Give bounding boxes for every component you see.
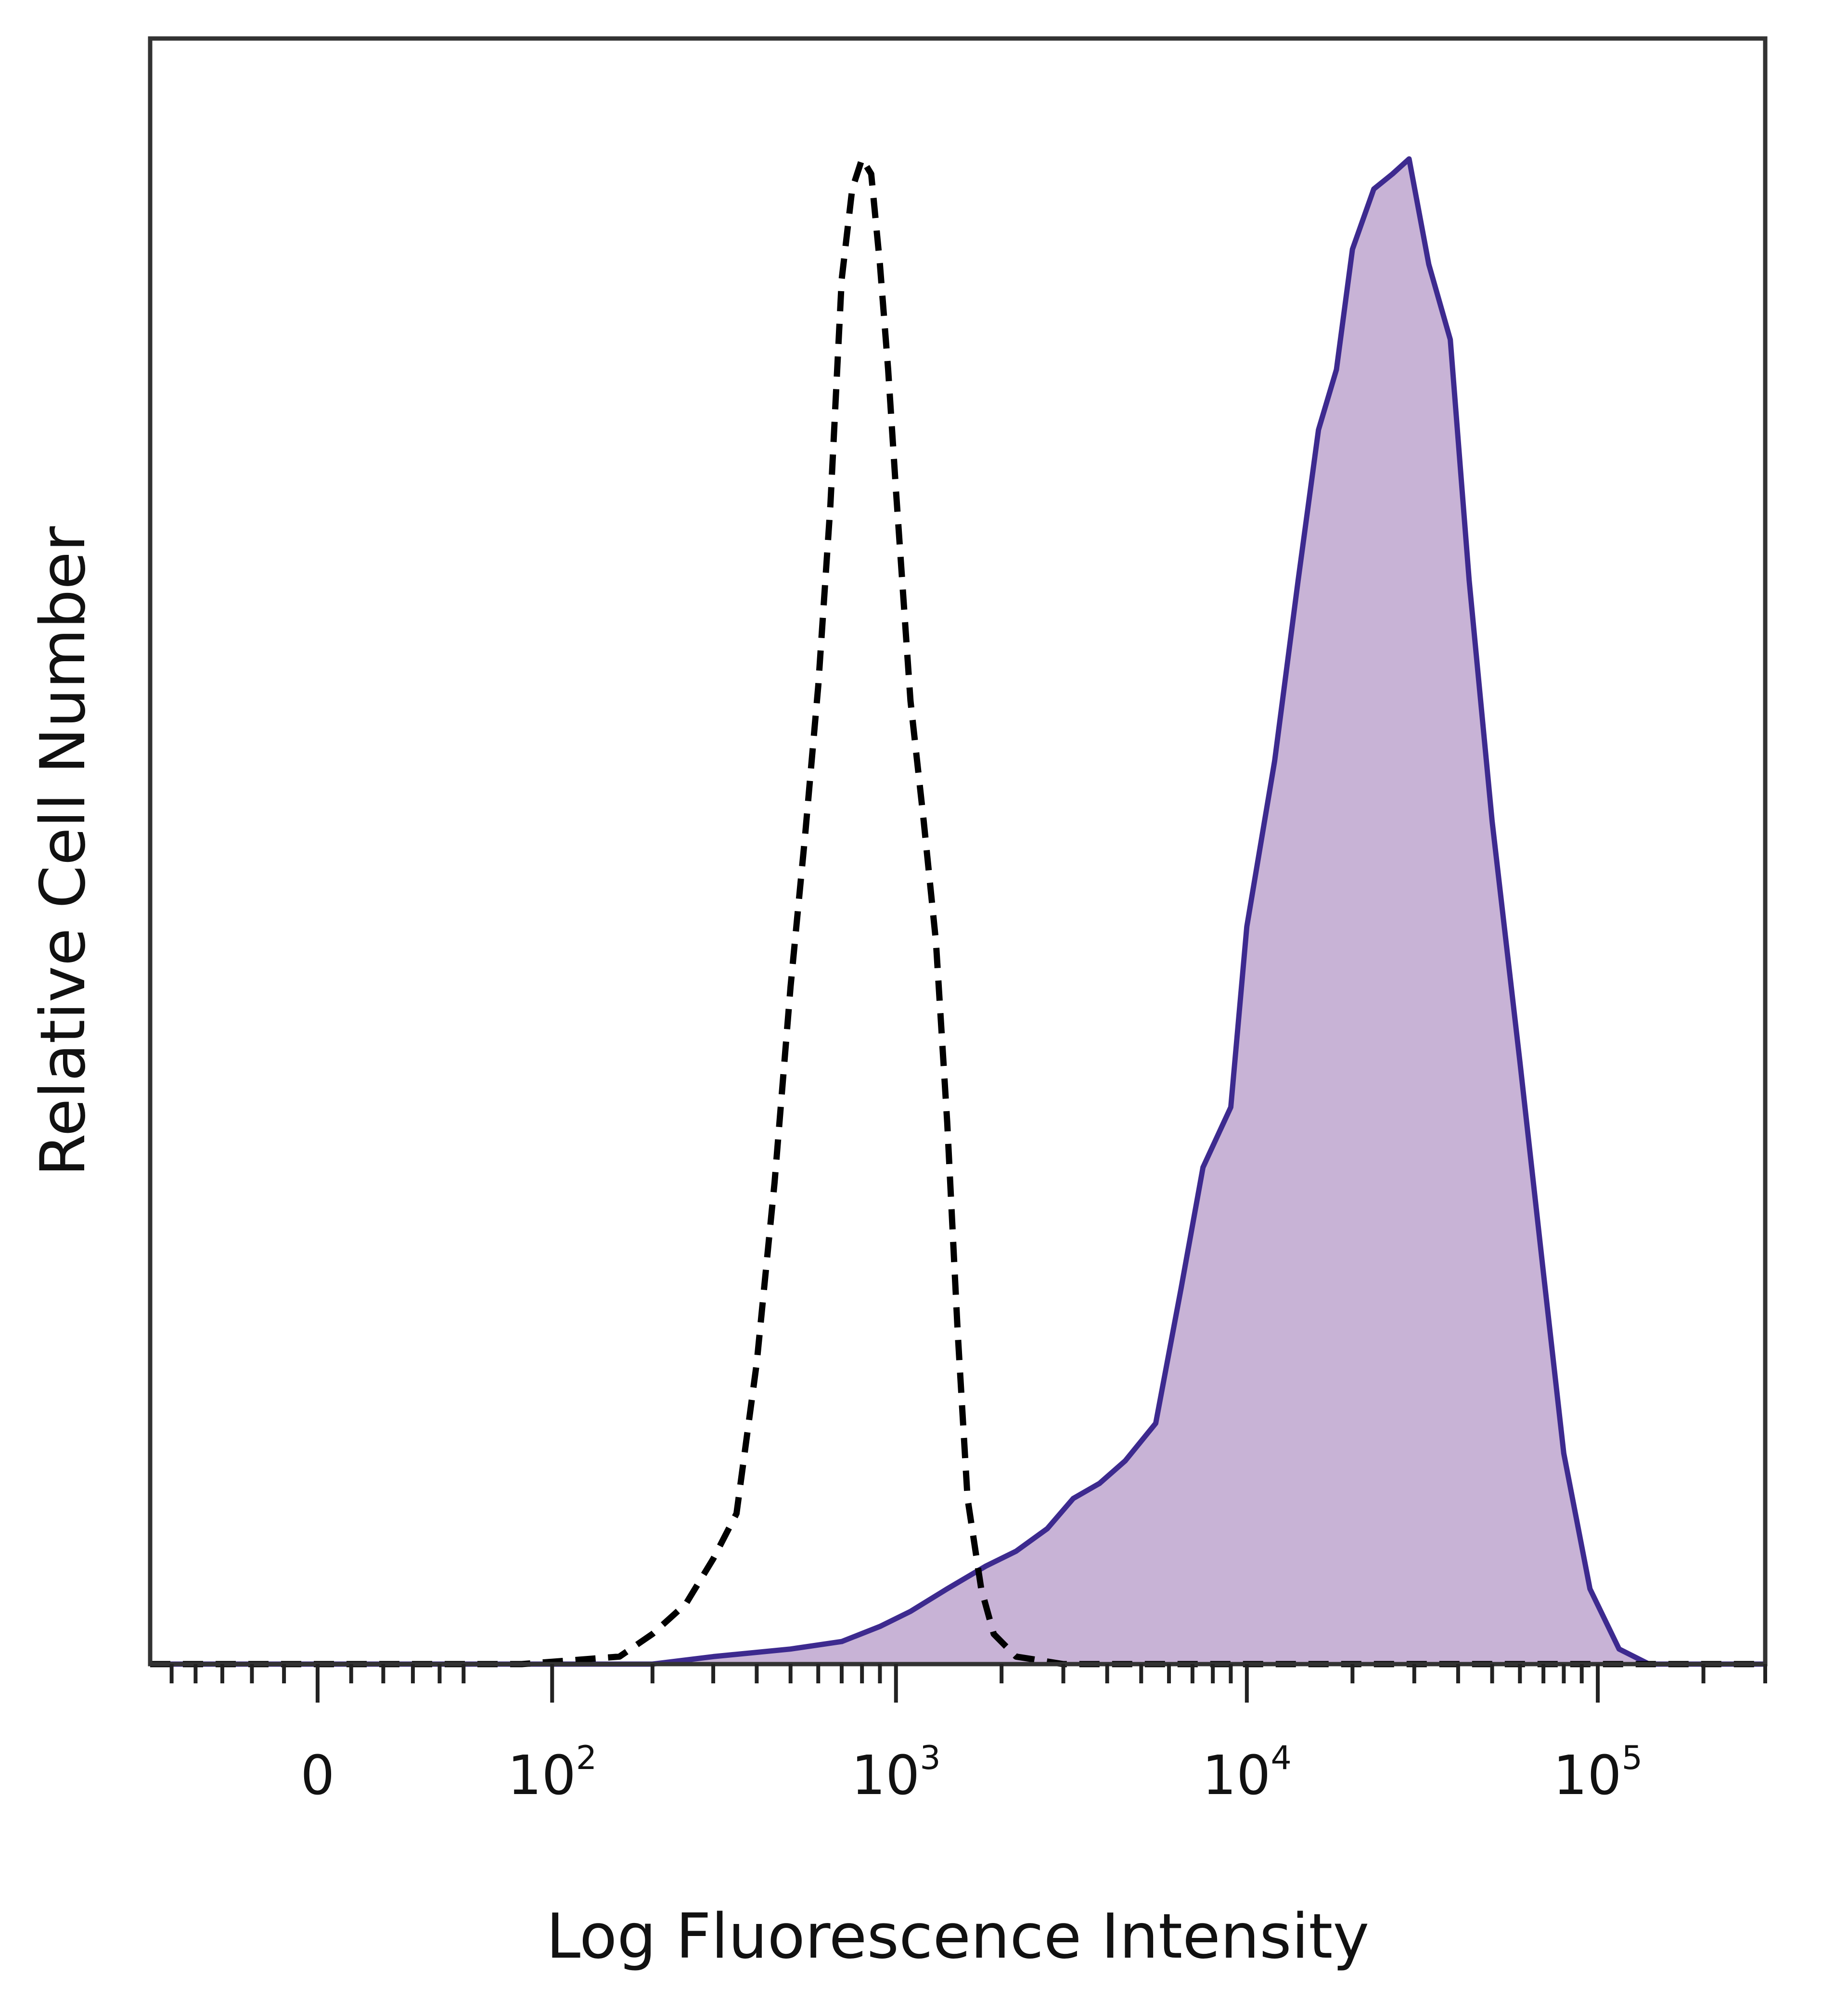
plot-area [150, 155, 1765, 1667]
x-tick-label: 102 [507, 1739, 597, 1807]
x-axis-title: Log Fluorescence Intensity [546, 1901, 1369, 1973]
x-axis-tick-labels: 0 102 103 104 105 [300, 1739, 1643, 1807]
x-tick-label: 104 [1202, 1739, 1292, 1807]
x-axis-ticks [169, 1664, 1767, 1703]
control-histogram-line [150, 155, 1765, 1667]
x-tick-label: 105 [1553, 1739, 1643, 1807]
stained-histogram-line [150, 156, 1765, 1667]
x-tick-label: 103 [851, 1739, 941, 1807]
y-axis-title: Relative Cell Number [27, 526, 99, 1176]
x-tick-label: 0 [300, 1744, 334, 1807]
plot-frame [148, 36, 1768, 1667]
stained-histogram-fill [150, 159, 1765, 1665]
